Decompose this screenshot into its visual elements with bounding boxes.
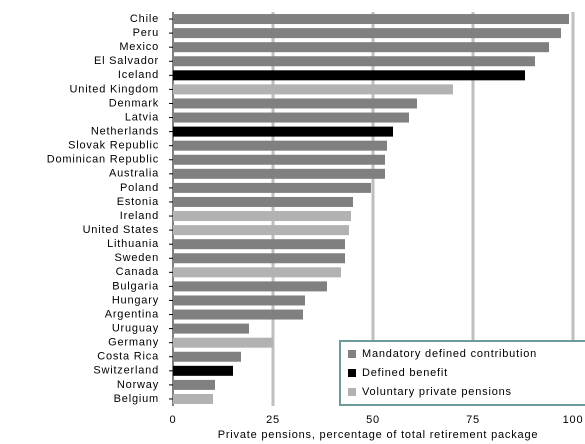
bar bbox=[173, 140, 387, 151]
y-tick-label: Lithuania bbox=[107, 238, 159, 250]
bar bbox=[173, 182, 371, 193]
y-tick-label: Sweden bbox=[114, 252, 159, 264]
x-tick-label: 75 bbox=[466, 414, 480, 426]
y-tick-label: Iceland bbox=[118, 69, 159, 81]
bar bbox=[173, 267, 341, 278]
legend-swatch bbox=[348, 388, 356, 396]
bar bbox=[173, 168, 385, 179]
bar bbox=[173, 351, 241, 362]
y-tick-label: Uruguay bbox=[112, 323, 159, 335]
y-tick-label: United States bbox=[83, 224, 159, 236]
y-tick-label: Denmark bbox=[109, 97, 159, 109]
bar bbox=[173, 56, 535, 67]
bar bbox=[173, 112, 409, 123]
legend-label: Mandatory defined contribution bbox=[362, 348, 537, 360]
bar bbox=[173, 365, 233, 376]
bar bbox=[173, 239, 345, 250]
x-tick-label: 100 bbox=[563, 414, 584, 426]
bar bbox=[173, 126, 393, 137]
legend-box bbox=[339, 340, 585, 406]
bar bbox=[173, 14, 569, 25]
legend-swatch bbox=[348, 369, 356, 377]
bar bbox=[173, 337, 273, 348]
bar bbox=[173, 42, 549, 53]
y-tick-label: Latvia bbox=[125, 111, 159, 123]
y-tick-label: Bulgaria bbox=[112, 280, 159, 292]
y-tick-label: Costa Rica bbox=[97, 351, 159, 363]
x-tick-label: 0 bbox=[170, 414, 177, 426]
bar bbox=[173, 281, 327, 292]
bar bbox=[173, 196, 353, 207]
x-tick-label: 25 bbox=[266, 414, 280, 426]
bar bbox=[173, 98, 417, 109]
bar bbox=[173, 211, 351, 222]
y-tick-label: Argentina bbox=[105, 308, 159, 320]
y-tick-label: Hungary bbox=[112, 294, 159, 306]
bar bbox=[173, 295, 305, 306]
y-tick-label: Australia bbox=[109, 168, 159, 180]
y-tick-label: Chile bbox=[130, 13, 159, 25]
y-tick-label: Estonia bbox=[117, 196, 159, 208]
bar bbox=[173, 379, 215, 390]
bar bbox=[173, 154, 385, 165]
y-tick-label: Slovak Republic bbox=[68, 140, 159, 152]
legend-label: Defined benefit bbox=[362, 367, 448, 379]
y-tick-label: United Kingdom bbox=[70, 83, 159, 95]
y-tick-label: Belgium bbox=[114, 393, 159, 405]
legend-swatch bbox=[348, 350, 356, 358]
y-tick-label: Norway bbox=[117, 379, 159, 391]
y-tick-label: Germany bbox=[108, 337, 159, 349]
y-tick-label: Netherlands bbox=[91, 126, 159, 138]
y-tick-label: Mexico bbox=[119, 41, 159, 53]
y-tick-label: Canada bbox=[116, 266, 159, 278]
y-tick-label: Poland bbox=[120, 182, 159, 194]
x-tick-label: 50 bbox=[366, 414, 380, 426]
bar bbox=[173, 225, 349, 236]
y-tick-label: El Salvador bbox=[94, 55, 159, 67]
bar bbox=[173, 28, 561, 39]
x-axis-label: Private pensions, percentage of total re… bbox=[218, 429, 539, 441]
bar bbox=[173, 70, 525, 81]
bar bbox=[173, 253, 345, 264]
y-tick-label: Peru bbox=[133, 27, 159, 39]
bar bbox=[173, 393, 213, 404]
bar bbox=[173, 309, 303, 320]
legend-label: Voluntary private pensions bbox=[362, 386, 512, 398]
y-tick-label: Ireland bbox=[120, 210, 159, 222]
bar bbox=[173, 323, 249, 334]
y-tick-label: Switzerland bbox=[93, 365, 159, 377]
bar bbox=[173, 84, 453, 95]
y-tick-label: Dominican Republic bbox=[47, 154, 159, 166]
